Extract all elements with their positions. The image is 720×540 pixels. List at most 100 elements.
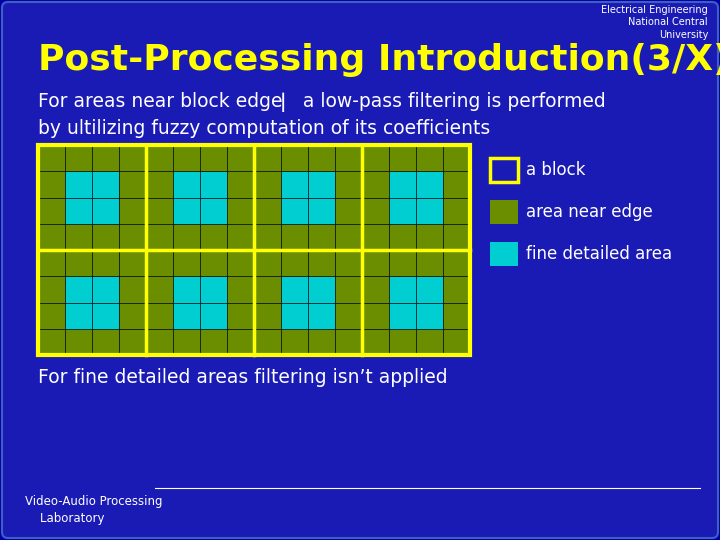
Bar <box>146 329 173 355</box>
Bar <box>281 302 308 329</box>
Bar <box>443 329 470 355</box>
Bar <box>443 145 470 171</box>
Bar <box>173 198 200 224</box>
Bar <box>65 145 92 171</box>
Bar <box>65 198 92 224</box>
Bar <box>443 171 470 198</box>
Bar <box>92 224 119 250</box>
Bar <box>254 224 281 250</box>
Bar <box>416 302 443 329</box>
Bar <box>281 145 308 171</box>
Text: Post-Processing Introduction(3/X): Post-Processing Introduction(3/X) <box>38 43 720 77</box>
Bar <box>119 145 146 171</box>
Bar <box>38 250 65 276</box>
Bar <box>146 224 173 250</box>
Bar <box>146 198 173 224</box>
Bar <box>308 250 335 276</box>
Bar <box>92 250 119 276</box>
Text: Video-Audio Processing
    Laboratory: Video-Audio Processing Laboratory <box>25 495 163 525</box>
Bar <box>173 250 200 276</box>
Bar <box>92 198 119 224</box>
Bar <box>200 276 227 302</box>
Bar <box>38 171 65 198</box>
Bar <box>38 302 65 329</box>
Bar <box>92 302 119 329</box>
Bar <box>146 250 173 276</box>
Bar <box>227 224 254 250</box>
Bar <box>335 171 362 198</box>
Bar <box>119 276 146 302</box>
Text: a block: a block <box>526 161 585 179</box>
Bar <box>254 276 281 302</box>
Bar <box>335 276 362 302</box>
Bar <box>146 171 173 198</box>
Bar <box>119 171 146 198</box>
Bar <box>200 171 227 198</box>
Bar <box>119 329 146 355</box>
Bar <box>362 302 389 329</box>
Bar <box>443 276 470 302</box>
Bar <box>335 302 362 329</box>
Bar <box>362 171 389 198</box>
Bar <box>38 145 65 171</box>
Bar <box>65 302 92 329</box>
Bar <box>281 198 308 224</box>
Bar <box>281 329 308 355</box>
Bar <box>254 329 281 355</box>
Bar <box>38 224 65 250</box>
Bar <box>335 329 362 355</box>
Bar <box>38 329 65 355</box>
Bar <box>362 276 389 302</box>
Bar <box>200 302 227 329</box>
Bar <box>281 276 308 302</box>
Text: For areas near block edge▏ a low-pass filtering is performed
by ultilizing fuzzy: For areas near block edge▏ a low-pass fi… <box>38 92 606 138</box>
Bar <box>254 250 281 276</box>
Bar <box>443 250 470 276</box>
Bar <box>173 329 200 355</box>
Bar <box>335 145 362 171</box>
Bar <box>119 198 146 224</box>
Text: fine detailed area: fine detailed area <box>526 245 672 263</box>
Bar <box>65 276 92 302</box>
Bar <box>254 171 281 198</box>
Bar <box>335 224 362 250</box>
Bar <box>308 198 335 224</box>
Bar <box>281 171 308 198</box>
Bar <box>362 250 389 276</box>
Bar <box>65 171 92 198</box>
Bar <box>65 250 92 276</box>
Text: Electrical Engineering
National Central
University: Electrical Engineering National Central … <box>601 5 708 40</box>
Bar <box>389 224 416 250</box>
Bar <box>227 198 254 224</box>
Bar <box>416 250 443 276</box>
Bar <box>119 250 146 276</box>
Bar <box>173 171 200 198</box>
Bar <box>490 158 518 182</box>
Bar <box>308 224 335 250</box>
Bar <box>308 145 335 171</box>
Text: For fine detailed areas filtering isn’t applied: For fine detailed areas filtering isn’t … <box>38 368 448 387</box>
Bar <box>65 329 92 355</box>
Bar <box>308 276 335 302</box>
Bar <box>200 329 227 355</box>
Bar <box>38 276 65 302</box>
Bar <box>173 145 200 171</box>
Bar <box>362 145 389 171</box>
Bar <box>38 198 65 224</box>
Bar <box>92 276 119 302</box>
Bar <box>308 171 335 198</box>
Bar <box>146 145 173 171</box>
Bar <box>389 145 416 171</box>
Bar <box>362 329 389 355</box>
Bar <box>416 171 443 198</box>
Bar <box>389 250 416 276</box>
Bar <box>38 145 470 355</box>
Bar <box>173 276 200 302</box>
Bar <box>389 302 416 329</box>
Bar <box>92 329 119 355</box>
Bar <box>443 198 470 224</box>
Bar <box>362 224 389 250</box>
Bar <box>200 224 227 250</box>
Bar <box>389 171 416 198</box>
Bar <box>146 276 173 302</box>
